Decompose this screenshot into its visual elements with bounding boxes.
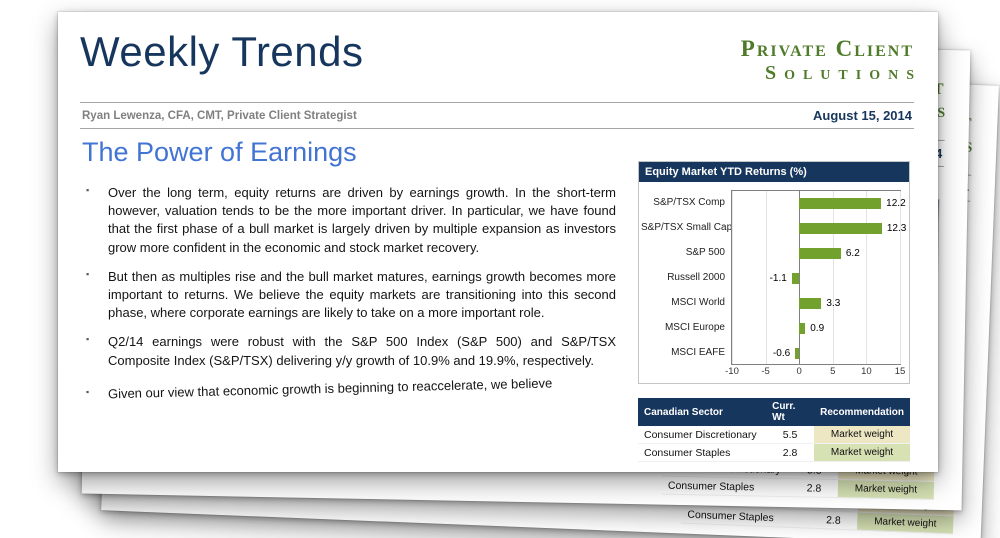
chart-value-label: 6.2 — [845, 248, 860, 259]
article-title: The Power of Earnings — [82, 137, 357, 167]
gridline — [900, 191, 901, 364]
bullet-list: Over the long term, equity returns are d… — [80, 184, 616, 404]
chart-value-label: 12.3 — [886, 223, 907, 234]
report-date: August 15, 2014 — [813, 108, 912, 123]
sector-cell: Consumer Staples — [661, 476, 791, 497]
brand-line-1: Private Client — [740, 36, 914, 61]
chart-value-label: 3.3 — [826, 298, 841, 309]
article-column: The Power of Earnings Over the long term… — [80, 133, 616, 462]
gridline — [866, 191, 868, 364]
chart-plot-area: 12.2 12.3 6.2 -1.1 3.3 0.9 -0.6 — [731, 190, 906, 365]
divider-top — [80, 102, 914, 103]
chart-bar — [799, 298, 822, 309]
brand-line-2: Solutions — [764, 62, 922, 84]
bullet-item: Q2/14 earnings were robust with the S&P … — [80, 333, 616, 369]
sector-cell: Consumer Staples — [638, 443, 767, 462]
report-title: Weekly Trends — [80, 28, 364, 75]
column-header: Canadian Sector — [638, 398, 767, 426]
chart-value-label: -0.6 — [772, 348, 791, 359]
axis-tick-label: -5 — [761, 366, 770, 377]
sector-cell: Consumer Discretionary — [638, 426, 767, 444]
divider-bottom — [80, 128, 914, 129]
table-row: Consumer Staples 2.8 Market weight — [638, 443, 910, 462]
chart-bar — [799, 323, 806, 334]
weight-cell: 5.5 — [766, 426, 815, 444]
weight-cell: 2.8 — [809, 510, 858, 531]
recommendation-cell: Market weight — [814, 426, 910, 444]
sidebar-column: Equity Market YTD Returns (%) S&P/TSX Co… — [638, 161, 910, 462]
chart-bar — [791, 273, 800, 284]
chart-title: Equity Market YTD Returns (%) — [639, 162, 909, 182]
chart-value-label: 0.9 — [810, 323, 825, 334]
recommendation-cell: Market weight — [857, 512, 954, 534]
gridline — [832, 191, 834, 364]
chart-body: S&P/TSX Comp S&P/TSX Small Cap S&P 500 Russ… — [639, 182, 909, 365]
chart-bar — [799, 223, 882, 234]
gridline — [799, 191, 801, 364]
content-area: The Power of Earnings Over the long term… — [80, 133, 914, 462]
bullet-item: Given our view that economic growth is b… — [80, 373, 600, 404]
chart-value-label: -1.1 — [769, 273, 787, 284]
axis-tick-label: 15 — [894, 366, 906, 377]
equity-returns-chart: Equity Market YTD Returns (%) S&P/TSX Co… — [638, 161, 910, 384]
bullet-item: But then as multiples rise and the bull … — [80, 268, 616, 323]
byline-row: Ryan Lewenza, CFA, CMT, Private Client S… — [80, 103, 914, 128]
chart-category-label: Russell 2000 — [667, 272, 725, 283]
column-header: Curr. Wt — [766, 398, 815, 426]
chart-bar — [799, 198, 882, 209]
chart-category-label: S&P 500 — [685, 247, 725, 258]
chart-category-label: S&P/TSX Comp — [653, 197, 725, 208]
chart-value-label: 12.2 — [886, 198, 906, 209]
gridline — [765, 191, 767, 364]
column-header: Recommendation — [814, 398, 910, 426]
chart-category-label: MSCI World — [671, 297, 725, 308]
table-row: Consumer Staples 2.8 Market weight — [661, 476, 935, 500]
axis-tick-label: -10 — [725, 366, 739, 377]
author-byline: Ryan Lewenza, CFA, CMT, Private Client S… — [82, 109, 357, 122]
axis-tick-label: 10 — [861, 366, 872, 377]
chart-x-axis: -10 -5 0 5 10 15 — [725, 365, 905, 379]
axis-tick-label: 0 — [796, 366, 802, 377]
bullet-item: Over the long term, equity returns are d… — [80, 184, 616, 257]
gridline — [732, 191, 733, 364]
chart-category-label: MSCI Europe — [664, 322, 725, 333]
chart-category-label: S&P/TSX Small Cap — [641, 222, 733, 233]
chart-bar — [795, 348, 800, 359]
chart-category-labels: S&P/TSX Comp S&P/TSX Small Cap S&P 500 Russ… — [641, 190, 733, 365]
axis-tick-label: 5 — [830, 366, 836, 377]
weight-cell: 2.8 — [766, 443, 815, 462]
page: Weekly Trends Private Client Solutions R… — [57, 11, 939, 473]
recommendation-cell: Market weight — [837, 479, 935, 500]
sector-cell: Consumer Staples — [681, 504, 810, 529]
recommendation-cell: Market weight — [814, 443, 910, 462]
report-header: Weekly Trends Private Client Solutions — [80, 22, 914, 102]
weight-cell: 2.8 — [789, 478, 839, 498]
chart-bar — [799, 248, 841, 259]
brand-logo: Private Client Solutions — [741, 36, 914, 85]
chart-category-label: MSCI EAFE — [671, 347, 725, 358]
